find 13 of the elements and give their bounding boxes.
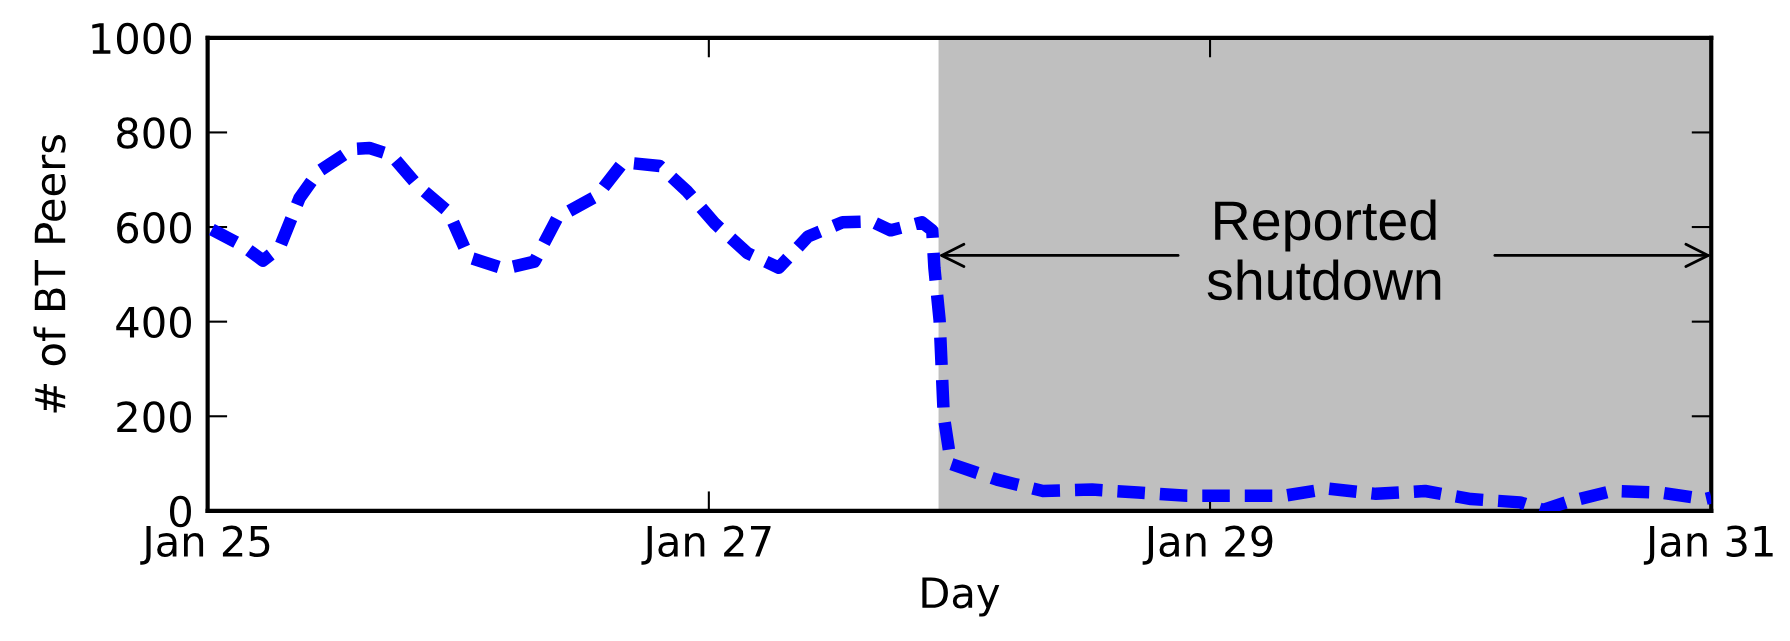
y-tick-label: 200 xyxy=(117,401,191,433)
y-tick-label: 0 xyxy=(169,495,191,528)
x-axis-title: Day xyxy=(922,577,1000,617)
x-tick-label: Jan 25 xyxy=(140,525,270,565)
y-axis-title: # of BT Peers xyxy=(33,135,66,413)
y-tick-label: 800 xyxy=(117,117,191,149)
x-tick-label: Jan 29 xyxy=(1142,525,1273,565)
x-tick-label: Jan 27 xyxy=(641,525,771,565)
x-tick-label: Jan 31 xyxy=(1643,525,1773,565)
band-label: Reported shutdown xyxy=(1207,199,1441,301)
y-tick-label: 400 xyxy=(116,306,191,339)
y-tick-label: 1000 xyxy=(92,22,191,55)
y-tick-label: 600 xyxy=(117,211,191,244)
